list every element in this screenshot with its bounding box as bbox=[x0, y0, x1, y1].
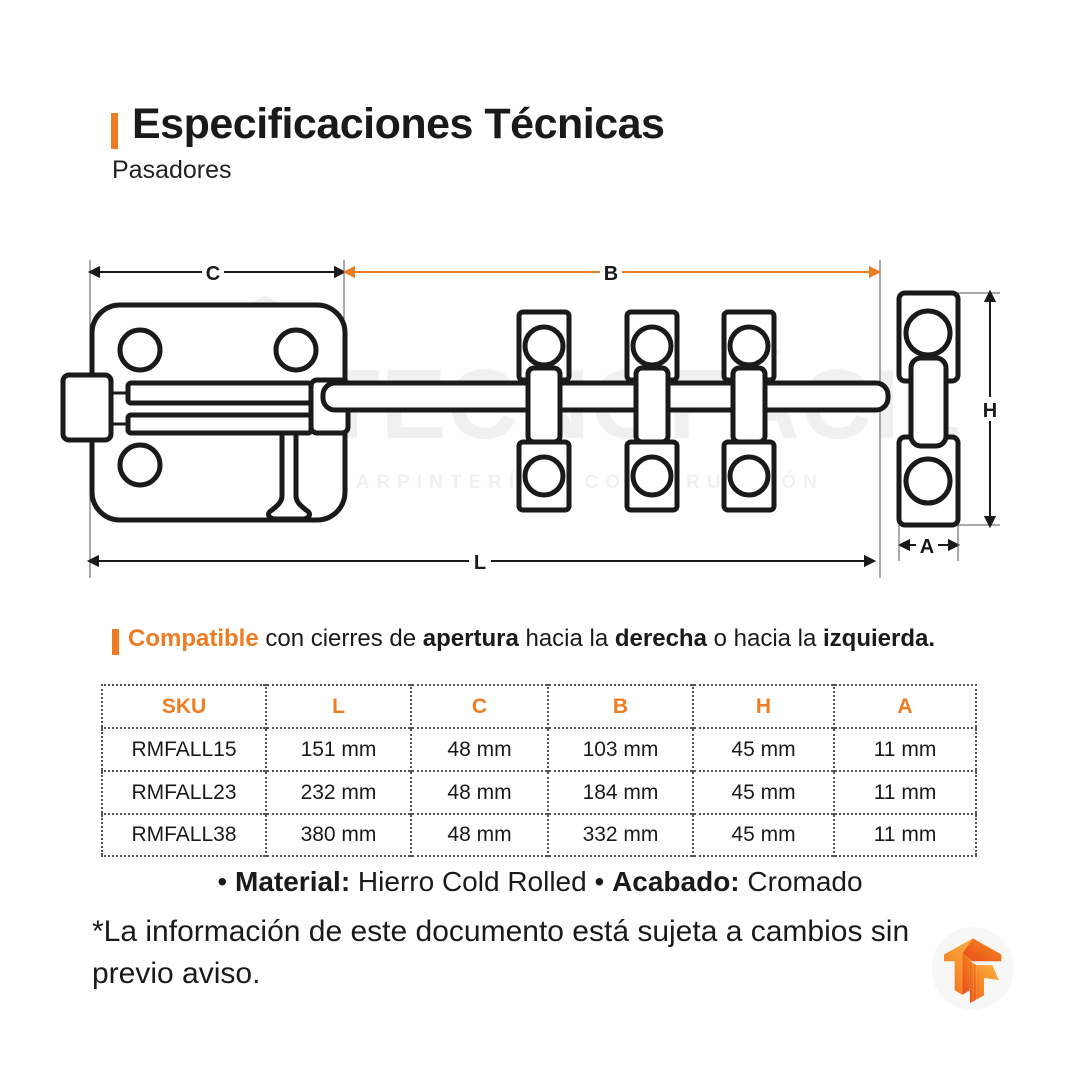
svg-text:B: B bbox=[604, 263, 618, 285]
svg-text:L: L bbox=[474, 552, 486, 574]
svg-text:H: H bbox=[983, 400, 997, 422]
svg-text:C: C bbox=[206, 263, 220, 285]
svg-text:A: A bbox=[920, 536, 934, 558]
